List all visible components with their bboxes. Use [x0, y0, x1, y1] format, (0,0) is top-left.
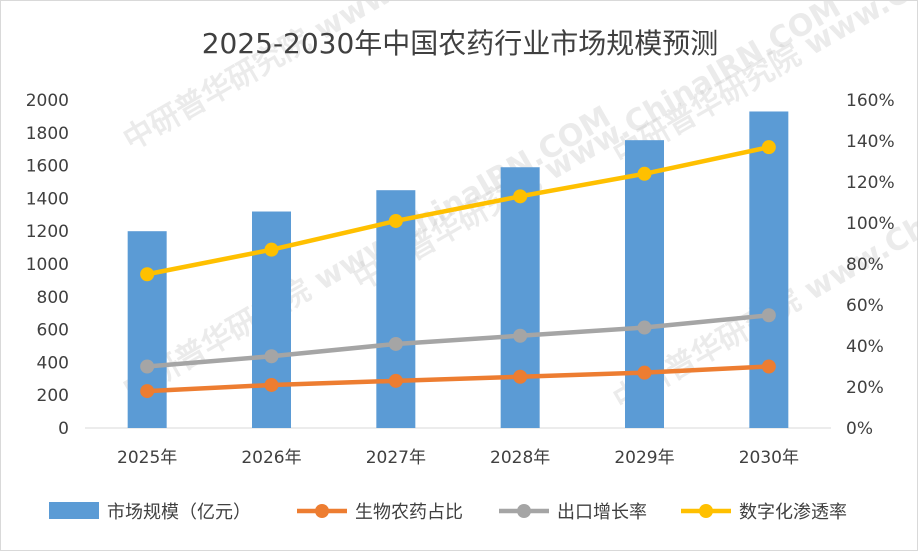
- left-axis-tick-label: 400: [37, 353, 69, 373]
- legend-swatch-marker: [517, 504, 531, 518]
- x-axis-tick-label: 2026年: [241, 448, 301, 468]
- right-axis-tick-label: 20%: [846, 378, 884, 398]
- x-axis-ticks: 2025年 2026年 2027年 2028年 2029年 2030年: [117, 448, 799, 468]
- series-point: [638, 321, 652, 335]
- x-axis-tick-label: 2025年: [117, 448, 177, 468]
- legend-label: 数字化渗透率: [739, 502, 847, 523]
- series-point: [265, 378, 279, 392]
- series-point: [140, 360, 154, 374]
- legend-swatch-marker: [315, 504, 329, 518]
- left-axis-tick-label: 1800: [26, 124, 69, 144]
- legend-swatch: [49, 502, 99, 519]
- left-axis-tick-label: 200: [37, 386, 69, 406]
- x-axis-tick-label: 2030年: [739, 448, 799, 468]
- bar-market-size: [128, 231, 167, 428]
- series-point: [762, 360, 776, 374]
- series-line: [147, 147, 769, 274]
- left-axis-tick-label: 1600: [26, 157, 69, 177]
- right-axis-tick-label: 100%: [846, 214, 895, 234]
- chart-title: 2025-2030年中国农药行业市场规模预测: [202, 27, 719, 60]
- left-axis-tick-label: 800: [37, 288, 69, 308]
- series-point: [638, 167, 652, 181]
- right-axis-tick-label: 140%: [846, 132, 895, 152]
- series-point: [389, 337, 403, 351]
- legend-item: 市场规模（亿元）: [49, 502, 251, 523]
- bar-market-size: [625, 140, 664, 428]
- x-axis-tick-label: 2027年: [366, 448, 426, 468]
- series-point: [265, 349, 279, 363]
- x-axis-tick-label: 2028年: [490, 448, 550, 468]
- series-point: [389, 374, 403, 388]
- right-axis-tick-label: 60%: [846, 296, 884, 316]
- series-point: [140, 267, 154, 281]
- x-axis-tick-label: 2029年: [614, 448, 674, 468]
- series-point: [265, 243, 279, 257]
- right-axis-tick-label: 80%: [846, 255, 884, 275]
- line-series: [140, 140, 776, 281]
- series-point: [513, 189, 527, 203]
- bar-market-size: [501, 167, 540, 428]
- bar-market-size: [749, 111, 788, 428]
- series-point: [762, 140, 776, 154]
- left-axis-tick-label: 600: [37, 321, 69, 341]
- left-axis-tick-label: 2000: [26, 91, 69, 111]
- series-point: [513, 329, 527, 343]
- legend-label: 出口增长率: [557, 502, 647, 523]
- legend-label: 生物农药占比: [355, 502, 463, 523]
- legend-item: 出口增长率: [499, 502, 647, 523]
- left-axis-tick-label: 1200: [26, 222, 69, 242]
- right-axis-tick-label: 120%: [846, 173, 895, 193]
- left-axis-tick-label: 0: [58, 419, 69, 439]
- series-point: [140, 384, 154, 398]
- series-point: [762, 308, 776, 322]
- left-axis-tick-label: 1000: [26, 255, 69, 275]
- right-axis-tick-label: 0%: [846, 419, 873, 439]
- left-axis-ticks: 0 200 400 600 800 1000 1200 1400 1600 1800 2000: [26, 91, 69, 439]
- legend-item: 数字化渗透率: [681, 502, 847, 523]
- legend-label: 市场规模（亿元）: [107, 502, 251, 523]
- legend-item: 生物农药占比: [297, 502, 463, 523]
- legend-swatch-marker: [699, 504, 713, 518]
- series-point: [389, 214, 403, 228]
- right-axis-tick-label: 160%: [846, 91, 895, 111]
- left-axis-tick-label: 1400: [26, 189, 69, 209]
- series-point: [638, 366, 652, 380]
- legend: 市场规模（亿元） 生物农药占比 出口增长率 数字化渗透率: [49, 502, 847, 523]
- right-axis-tick-label: 40%: [846, 337, 884, 357]
- series-point: [513, 370, 527, 384]
